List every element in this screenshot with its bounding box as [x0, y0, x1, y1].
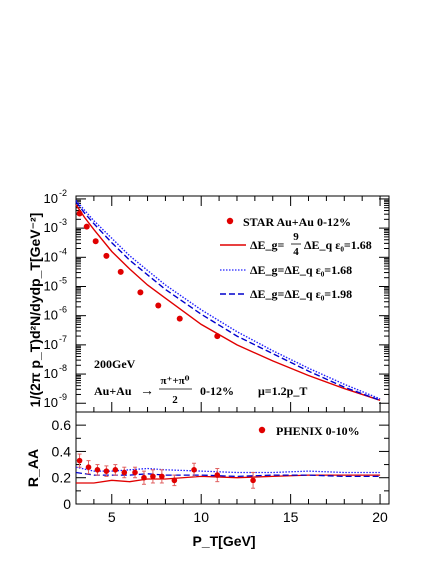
annotation-fraction-denominator: 2 [172, 394, 178, 406]
curve-dashed [75, 201, 381, 401]
legend-l1-pre: ΔE_g= [250, 238, 285, 252]
legend-l1-post: ΔE_q ε₀=1.68 [304, 238, 372, 252]
phenix-data-point [191, 467, 197, 473]
y-tick-label-exponent: -7 [59, 334, 67, 344]
phenix-data-point [112, 467, 119, 473]
raa-curve-solid [76, 474, 381, 484]
x-tick-label: 10 [193, 509, 209, 525]
x-tick-label: 20 [372, 509, 388, 525]
phenix-data-point [103, 468, 110, 474]
legend-l1-den: 4 [293, 246, 299, 258]
bottom-legend: PHENIX 0-10% [258, 424, 360, 438]
raa-tick-label: 0 [63, 496, 71, 512]
curve-solid [75, 204, 381, 401]
y-tick-label-exponent: -4 [59, 246, 67, 256]
phenix-data-point [214, 472, 221, 478]
star-data-point [176, 315, 183, 322]
phenix-data-point [250, 477, 256, 484]
legend-marker-star [226, 217, 234, 225]
phenix-data-point [171, 477, 178, 484]
bottom-panel-frame [75, 411, 390, 505]
star-data-point [92, 238, 99, 245]
phenix-data-point [121, 469, 128, 476]
annotation-fraction-numerator: π⁺+π⁰ [161, 375, 190, 387]
phenix-data-point [76, 457, 83, 464]
y-tick-label: 10 [44, 366, 58, 381]
y-tick-label: 10 [44, 278, 58, 293]
legend-l2-label: ΔE_g=ΔE_q ε₀=1.68 [250, 263, 352, 277]
star-data-point [155, 302, 162, 309]
legend-l3-label: ΔE_g=ΔE_q ε₀=1.98 [250, 287, 352, 301]
raa-tick-label: 0.2 [52, 470, 72, 486]
y-tick-label: 10 [44, 249, 58, 264]
x-tick-label: 5 [108, 509, 116, 525]
legend-star-label: STAR Au+Au 0-12% [243, 215, 351, 229]
y-tick-label: 10 [44, 191, 58, 206]
y-tick-label: 10 [44, 308, 58, 323]
legend-l1-num: 9 [293, 231, 299, 243]
bottom-panel-ticks: 0 0.2 0.4 0.6 5 10 15 20 [52, 417, 389, 525]
top-panel-ticks: 10-910-810-710-610-510-410-310-2 [44, 188, 389, 412]
annotation-scale: μ=1.2p_T [258, 384, 307, 398]
x-axis-label: P_T[GeV] [192, 533, 255, 549]
raa-curve-dashed [75, 471, 381, 478]
y-tick-label: 10 [44, 337, 58, 352]
raa-tick-label: 0.4 [52, 443, 72, 459]
y-tick-label-exponent: -9 [59, 392, 67, 402]
y-tick-label-exponent: -8 [59, 363, 67, 373]
bottom-panel-data-points [76, 453, 256, 489]
star-data-point [214, 333, 221, 340]
annotation-centrality: 0-12% [200, 384, 234, 398]
phenix-data-point [141, 474, 147, 481]
y-tick-label-exponent: -5 [59, 275, 67, 285]
y-tick-label: 10 [44, 220, 58, 235]
top-annotations: 200GeV Au+Au → π⁺+π⁰ 2 0-12% μ=1.2p_T [94, 357, 307, 406]
star-data-point [117, 268, 124, 275]
y-tick-label-exponent: -6 [59, 305, 67, 315]
star-data-point [137, 289, 144, 296]
phenix-data-point [132, 469, 138, 476]
annotation-system: Au+Au [94, 384, 132, 398]
star-data-point [76, 210, 83, 217]
x-tick-label: 15 [283, 509, 299, 525]
phenix-data-point [94, 467, 101, 473]
annotation-energy: 200GeV [94, 357, 136, 371]
legend-phenix-label: PHENIX 0-10% [276, 424, 360, 438]
top-panel-curves [75, 199, 381, 401]
top-legend: STAR Au+Au 0-12% ΔE_g= 9 4 ΔE_q ε₀=1.68 … [220, 215, 372, 301]
annotation-arrow: → [140, 384, 154, 399]
raa-tick-label: 0.6 [52, 417, 72, 433]
curve-dotted [75, 199, 381, 400]
phenix-data-point [150, 473, 156, 480]
y-tick-label: 10 [44, 395, 58, 410]
phenix-data-point [85, 464, 92, 471]
bottom-panel-curves [75, 466, 381, 484]
y-tick-label-exponent: -2 [59, 188, 67, 198]
star-data-point [103, 252, 110, 259]
y-tick-label-exponent: -3 [59, 217, 67, 227]
phenix-data-point [159, 473, 165, 480]
top-y-axis-label: 1/(2π p_T)d²N/dydp_T[GeV⁻²] [27, 213, 43, 408]
top-panel-data-points [76, 210, 221, 340]
bottom-y-axis-label: R_AA [25, 449, 41, 487]
legend-marker-phenix [258, 426, 266, 434]
star-data-point [83, 223, 90, 230]
